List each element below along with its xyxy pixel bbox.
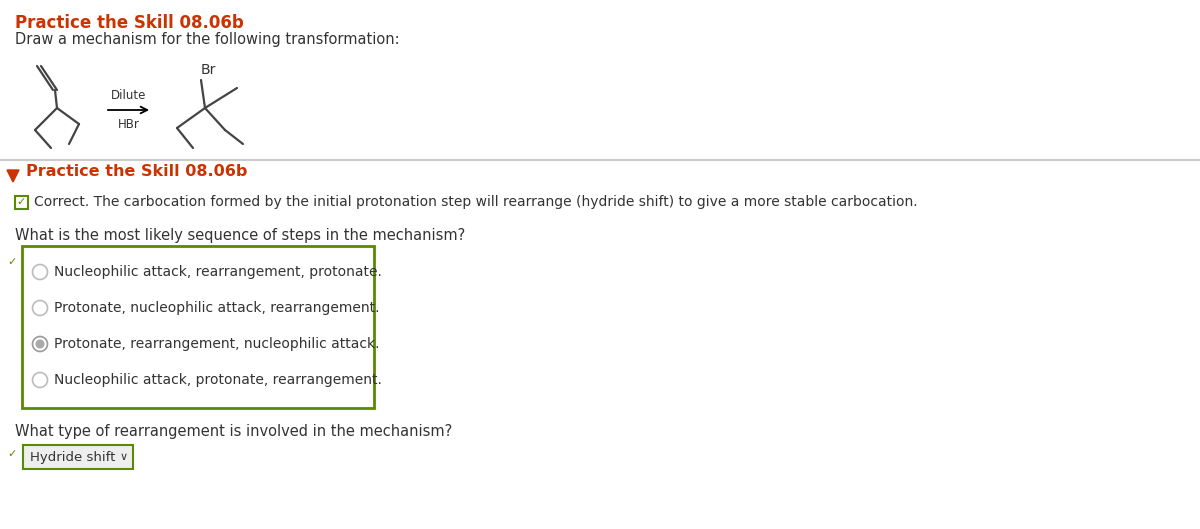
Text: What is the most likely sequence of steps in the mechanism?: What is the most likely sequence of step… xyxy=(14,228,466,243)
Text: Hydride shift: Hydride shift xyxy=(30,451,115,463)
Circle shape xyxy=(36,340,44,349)
Text: Protonate, rearrangement, nucleophilic attack.: Protonate, rearrangement, nucleophilic a… xyxy=(54,337,379,351)
Text: ✓: ✓ xyxy=(17,197,26,207)
Text: Correct. The carbocation formed by the initial protonation step will rearrange (: Correct. The carbocation formed by the i… xyxy=(34,195,918,209)
Text: Dilute: Dilute xyxy=(110,89,146,102)
Text: Practice the Skill 08.06b: Practice the Skill 08.06b xyxy=(14,14,244,32)
Circle shape xyxy=(32,264,48,279)
Text: ∨: ∨ xyxy=(120,452,128,462)
Circle shape xyxy=(32,336,48,351)
Text: ✓: ✓ xyxy=(7,449,17,459)
FancyBboxPatch shape xyxy=(0,0,1200,160)
FancyBboxPatch shape xyxy=(23,445,133,469)
Circle shape xyxy=(32,300,48,315)
Text: ✓: ✓ xyxy=(7,257,17,267)
Text: Nucleophilic attack, protonate, rearrangement.: Nucleophilic attack, protonate, rearrang… xyxy=(54,373,382,387)
FancyBboxPatch shape xyxy=(0,160,1200,529)
Text: Br: Br xyxy=(202,63,216,77)
Circle shape xyxy=(32,372,48,388)
FancyBboxPatch shape xyxy=(22,246,374,408)
Text: What type of rearrangement is involved in the mechanism?: What type of rearrangement is involved i… xyxy=(14,424,452,439)
Text: Draw a mechanism for the following transformation:: Draw a mechanism for the following trans… xyxy=(14,32,400,47)
Text: Protonate, nucleophilic attack, rearrangement.: Protonate, nucleophilic attack, rearrang… xyxy=(54,301,379,315)
Text: Practice the Skill 08.06b: Practice the Skill 08.06b xyxy=(26,163,247,178)
Text: HBr: HBr xyxy=(118,118,139,131)
FancyBboxPatch shape xyxy=(14,196,28,208)
Polygon shape xyxy=(7,170,19,182)
Text: Nucleophilic attack, rearrangement, protonate.: Nucleophilic attack, rearrangement, prot… xyxy=(54,265,382,279)
